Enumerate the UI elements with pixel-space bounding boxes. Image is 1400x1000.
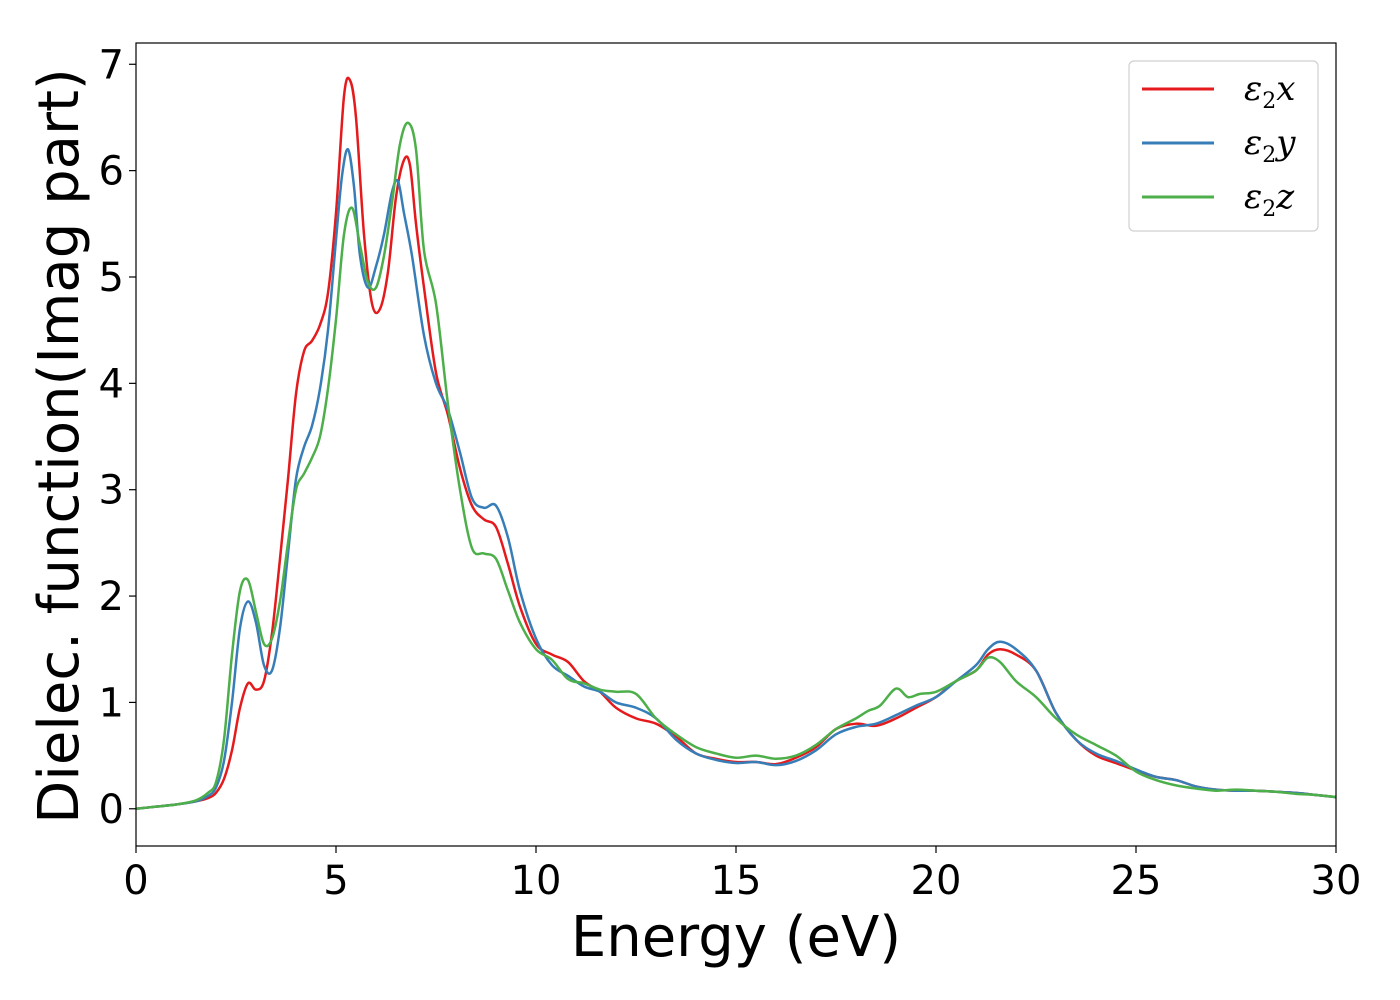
x-axis-label: Energy (eV)	[571, 905, 901, 970]
y-tick-label: 1	[99, 680, 124, 726]
y-tick-label: 7	[99, 42, 124, 88]
legend-box	[1128, 60, 1319, 232]
x-tick-label: 10	[511, 858, 562, 904]
y-tick-label: 0	[99, 787, 124, 833]
axes: 0 5 10 15 20 25 30 0 1 2 3 4 5 6 7	[99, 42, 1362, 904]
y-tick-label: 5	[99, 255, 124, 301]
x-tick-label: 30	[1311, 858, 1362, 904]
x-tick-label: 5	[323, 858, 348, 904]
y-tick-label: 4	[99, 361, 124, 407]
y-tick-label: 3	[99, 468, 124, 514]
legend-label-y: ε2y	[1244, 123, 1296, 168]
legend-label-x: ε2x	[1244, 69, 1295, 114]
series-line-z	[136, 121, 1336, 811]
x-tick-label: 15	[711, 858, 762, 904]
x-tick-label: 0	[123, 858, 148, 904]
plot-area	[136, 76, 1336, 811]
y-tick-label: 6	[99, 149, 124, 195]
x-tick-label: 25	[1111, 858, 1162, 904]
legend: ε2x ε2y ε2z	[1128, 60, 1319, 232]
legend-label-z: ε2z	[1244, 177, 1295, 222]
x-tick-label: 20	[911, 858, 962, 904]
y-axis-label: Dielec. function(Imag part)	[27, 68, 92, 824]
series-line-y	[136, 148, 1336, 811]
y-tick-label: 2	[99, 574, 124, 620]
